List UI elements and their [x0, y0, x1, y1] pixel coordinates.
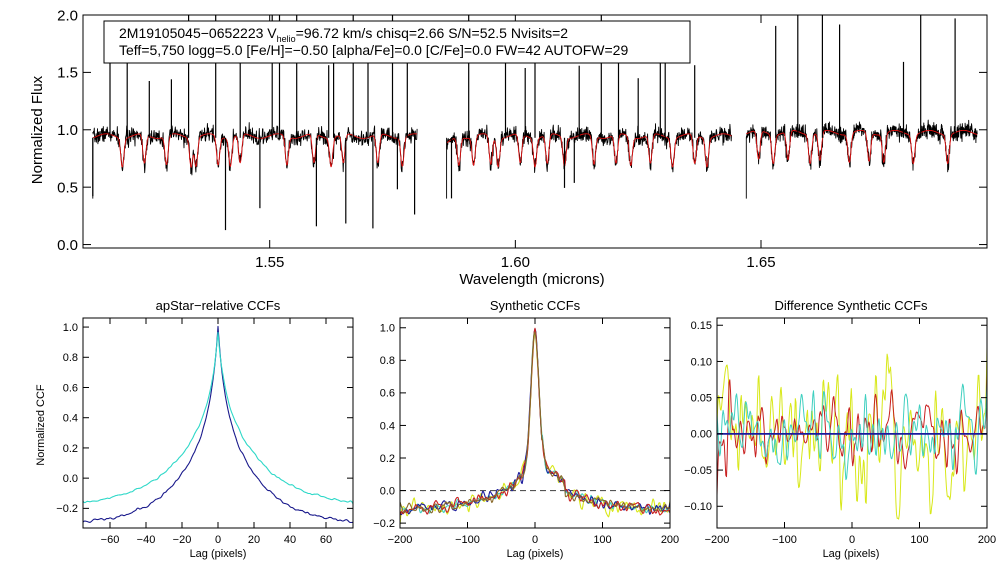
observed-flux-line	[446, 123, 732, 173]
difference-ccf-panel: −200 −100 0 100 200 −0.10 −0.05 0.00 0.05 0.10 0.1…	[684, 298, 996, 560]
synthetic-ccf-xtick-label: −200	[388, 534, 413, 546]
synthetic-ccf-ytick-label: 0.8	[380, 355, 395, 367]
synthetic-ccf-axes: −200 −100 0 100 200 −0.2 0.0 0.2 0.4 0.6 0.8 1.0	[373, 317, 679, 546]
difference-ccf-xtick-label: 100	[910, 534, 928, 546]
info-line-1-sub: helio	[277, 34, 296, 44]
model-flux-line	[92, 133, 418, 168]
apstar-ccf-title: apStar−relative CCFs	[156, 298, 281, 313]
spectrum-ytick-label: 1.5	[57, 65, 78, 82]
apstar-ccf-xtick-label: 0	[215, 534, 221, 546]
apstar-ccf-series-group	[82, 325, 354, 524]
synthetic-ccf-title: Synthetic CCFs	[490, 298, 581, 313]
observed-flux-line	[745, 119, 978, 173]
spectrum-ylabel: Normalized Flux	[29, 75, 46, 184]
difference-ccf-xtick-label: 200	[978, 534, 996, 546]
difference-ccf-ytick-label: 0.15	[691, 320, 712, 332]
difference-ccf-xtick-label: −200	[705, 534, 730, 546]
difference-ccf-line-cyan	[716, 383, 988, 481]
spectrum-xtick-label: 1.55	[255, 254, 284, 271]
spectrum-panel: 1.55 1.60 1.65 0.0 0.5 1.0 1.5 2.0 2M19105045−0…	[29, 7, 988, 288]
spectrum-xlabel: Wavelength (microns)	[459, 271, 604, 288]
model-flux-line	[446, 133, 732, 168]
apstar-ccf-axes: −60 −40 −20 0 20 40 60 −0.2 0.0 0.2 0.4 0.6 0.8 1.0	[56, 317, 354, 546]
apstar-ccf-ylabel: Normalized CCF	[35, 384, 47, 466]
spectrum-axes: 1.55 1.60 1.65 0.0 0.5 1.0 1.5 2.0	[57, 7, 988, 271]
spectrum-ytick-label: 0.0	[57, 237, 78, 254]
synthetic-ccf-ytick-label: 0.6	[380, 388, 395, 400]
apstar-ccf-panel: −60 −40 −20 0 20 40 60 −0.2 0.0 0.2 0.4 0.6 0.8 1.0 a…	[35, 298, 354, 560]
difference-ccf-series-group	[716, 346, 988, 520]
apstar-ccf-ytick-label: 0.8	[63, 352, 78, 364]
spectrum-info-box	[103, 20, 691, 64]
spectrum-ytick-label: 1.0	[57, 122, 78, 139]
apstar-ccf-xtick-label: 20	[248, 534, 260, 546]
difference-ccf-xtick-label: 0	[849, 534, 855, 546]
synthetic-ccf-ytick-label: 0.0	[380, 485, 395, 497]
spectrum-ytick-label: 0.5	[57, 179, 78, 196]
synthetic-ccf-xtick-label: 100	[593, 534, 611, 546]
apstar-ccf-xtick-label: −60	[101, 534, 120, 546]
difference-ccf-xtick-label: −100	[772, 534, 797, 546]
spectrum-frame	[82, 14, 988, 249]
difference-ccf-line-yellow	[716, 346, 988, 520]
apstar-ccf-xlabel: Lag (pixels)	[190, 548, 247, 560]
apstar-ccf-xtick-label: −20	[173, 534, 192, 546]
synthetic-ccf-line-yellow	[399, 331, 671, 525]
difference-ccf-ytick-label: 0.00	[691, 429, 712, 441]
difference-ccf-ytick-label: 0.05	[691, 393, 712, 405]
difference-ccf-xlabel: Lag (pixels)	[823, 548, 880, 560]
info-line-1-pre: 2M19105045−0652223 V	[119, 25, 277, 41]
info-line-1-post: =96.72 km/s chisq=2.66 S/N=52.5 Nvisits=…	[296, 25, 569, 41]
difference-ccf-axes: −200 −100 0 100 200 −0.10 −0.05 0.00 0.05 0.10 0.1…	[684, 317, 996, 546]
synthetic-ccf-line-red	[399, 327, 671, 516]
synthetic-ccf-series-group	[399, 327, 671, 525]
difference-ccf-ytick-label: −0.05	[684, 465, 712, 477]
synthetic-ccf-ytick-label: −0.2	[373, 518, 395, 530]
apstar-ccf-ytick-label: −0.2	[56, 503, 78, 515]
synthetic-ccf-xtick-label: 200	[661, 534, 679, 546]
model-flux-line	[746, 129, 978, 165]
observed-flux-line	[92, 122, 418, 176]
synthetic-ccf-xlabel: Lag (pixels)	[507, 548, 564, 560]
apstar-ccf-xtick-label: −40	[137, 534, 156, 546]
apstar-ccf-ytick-label: 0.4	[63, 413, 78, 425]
synthetic-ccf-ytick-label: 0.4	[380, 420, 395, 432]
synthetic-ccf-ytick-label: 0.2	[380, 453, 395, 465]
spectrum-xtick-label: 1.65	[746, 254, 775, 271]
apstar-ccf-xtick-label: 40	[284, 534, 296, 546]
synthetic-ccf-line-cyan	[399, 328, 671, 514]
synthetic-ccf-xtick-label: −100	[455, 534, 480, 546]
apstar-ccf-frame	[82, 317, 354, 529]
difference-ccf-line-red	[716, 374, 988, 496]
spectrum-ytick-label: 2.0	[57, 7, 78, 24]
synthetic-ccf-panel: −200 −100 0 100 200 −0.2 0.0 0.2 0.4 0.6 0.8 1.0 Sy…	[373, 298, 679, 560]
apstar-ccf-ytick-label: 0.2	[63, 443, 78, 455]
difference-ccf-ytick-label: 0.10	[691, 356, 712, 368]
difference-ccf-ytick-label: −0.10	[684, 501, 712, 513]
apstar-ccf-xtick-label: 60	[320, 534, 332, 546]
difference-ccf-title: Difference Synthetic CCFs	[775, 298, 928, 313]
apstar-ccf-ytick-label: 1.0	[63, 322, 78, 334]
info-line-2: Teff=5,750 logg=5.0 [Fe/H]=−0.50 [alpha/…	[119, 42, 628, 58]
info-line-1: 2M19105045−0652223 Vhelio=96.72 km/s chi…	[119, 25, 568, 44]
apstar-ccf-line-visit-1	[82, 325, 354, 524]
apstar-ccf-line-visit-2	[82, 331, 354, 505]
synthetic-ccf-xtick-label: 0	[532, 534, 538, 546]
apstar-ccf-ytick-label: 0.6	[63, 382, 78, 394]
spectrum-xtick-label: 1.60	[501, 254, 530, 271]
apstar-ccf-ytick-label: 0.0	[63, 473, 78, 485]
synthetic-ccf-line-blue	[399, 328, 671, 516]
synthetic-ccf-frame	[399, 317, 671, 529]
synthetic-ccf-line-brown	[399, 331, 671, 514]
synthetic-ccf-ytick-label: 1.0	[380, 323, 395, 335]
